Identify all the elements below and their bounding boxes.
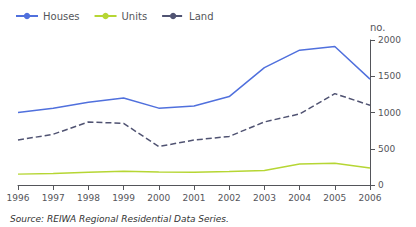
svg-text:2005: 2005 (323, 193, 346, 203)
svg-text:2001: 2001 (183, 193, 206, 203)
svg-text:2000: 2000 (378, 35, 401, 45)
svg-text:Land: Land (189, 11, 213, 22)
svg-text:2004: 2004 (288, 193, 311, 203)
svg-text:Units: Units (122, 11, 148, 22)
svg-text:Houses: Houses (43, 11, 80, 22)
svg-text:1997: 1997 (42, 193, 65, 203)
svg-text:1000: 1000 (378, 108, 401, 118)
svg-text:2006: 2006 (359, 193, 382, 203)
svg-text:no.: no. (370, 22, 385, 33)
svg-text:0: 0 (378, 180, 384, 190)
svg-text:2000: 2000 (147, 193, 170, 203)
svg-text:1999: 1999 (112, 193, 135, 203)
svg-text:1996: 1996 (7, 193, 30, 203)
svg-text:1998: 1998 (77, 193, 100, 203)
svg-text:2003: 2003 (253, 193, 276, 203)
svg-text:2002: 2002 (218, 193, 241, 203)
svg-text:500: 500 (378, 144, 395, 154)
svg-text:1500: 1500 (378, 71, 401, 81)
svg-text:Source: REIWA Regional Residen: Source: REIWA Regional Residential Data … (10, 214, 229, 224)
